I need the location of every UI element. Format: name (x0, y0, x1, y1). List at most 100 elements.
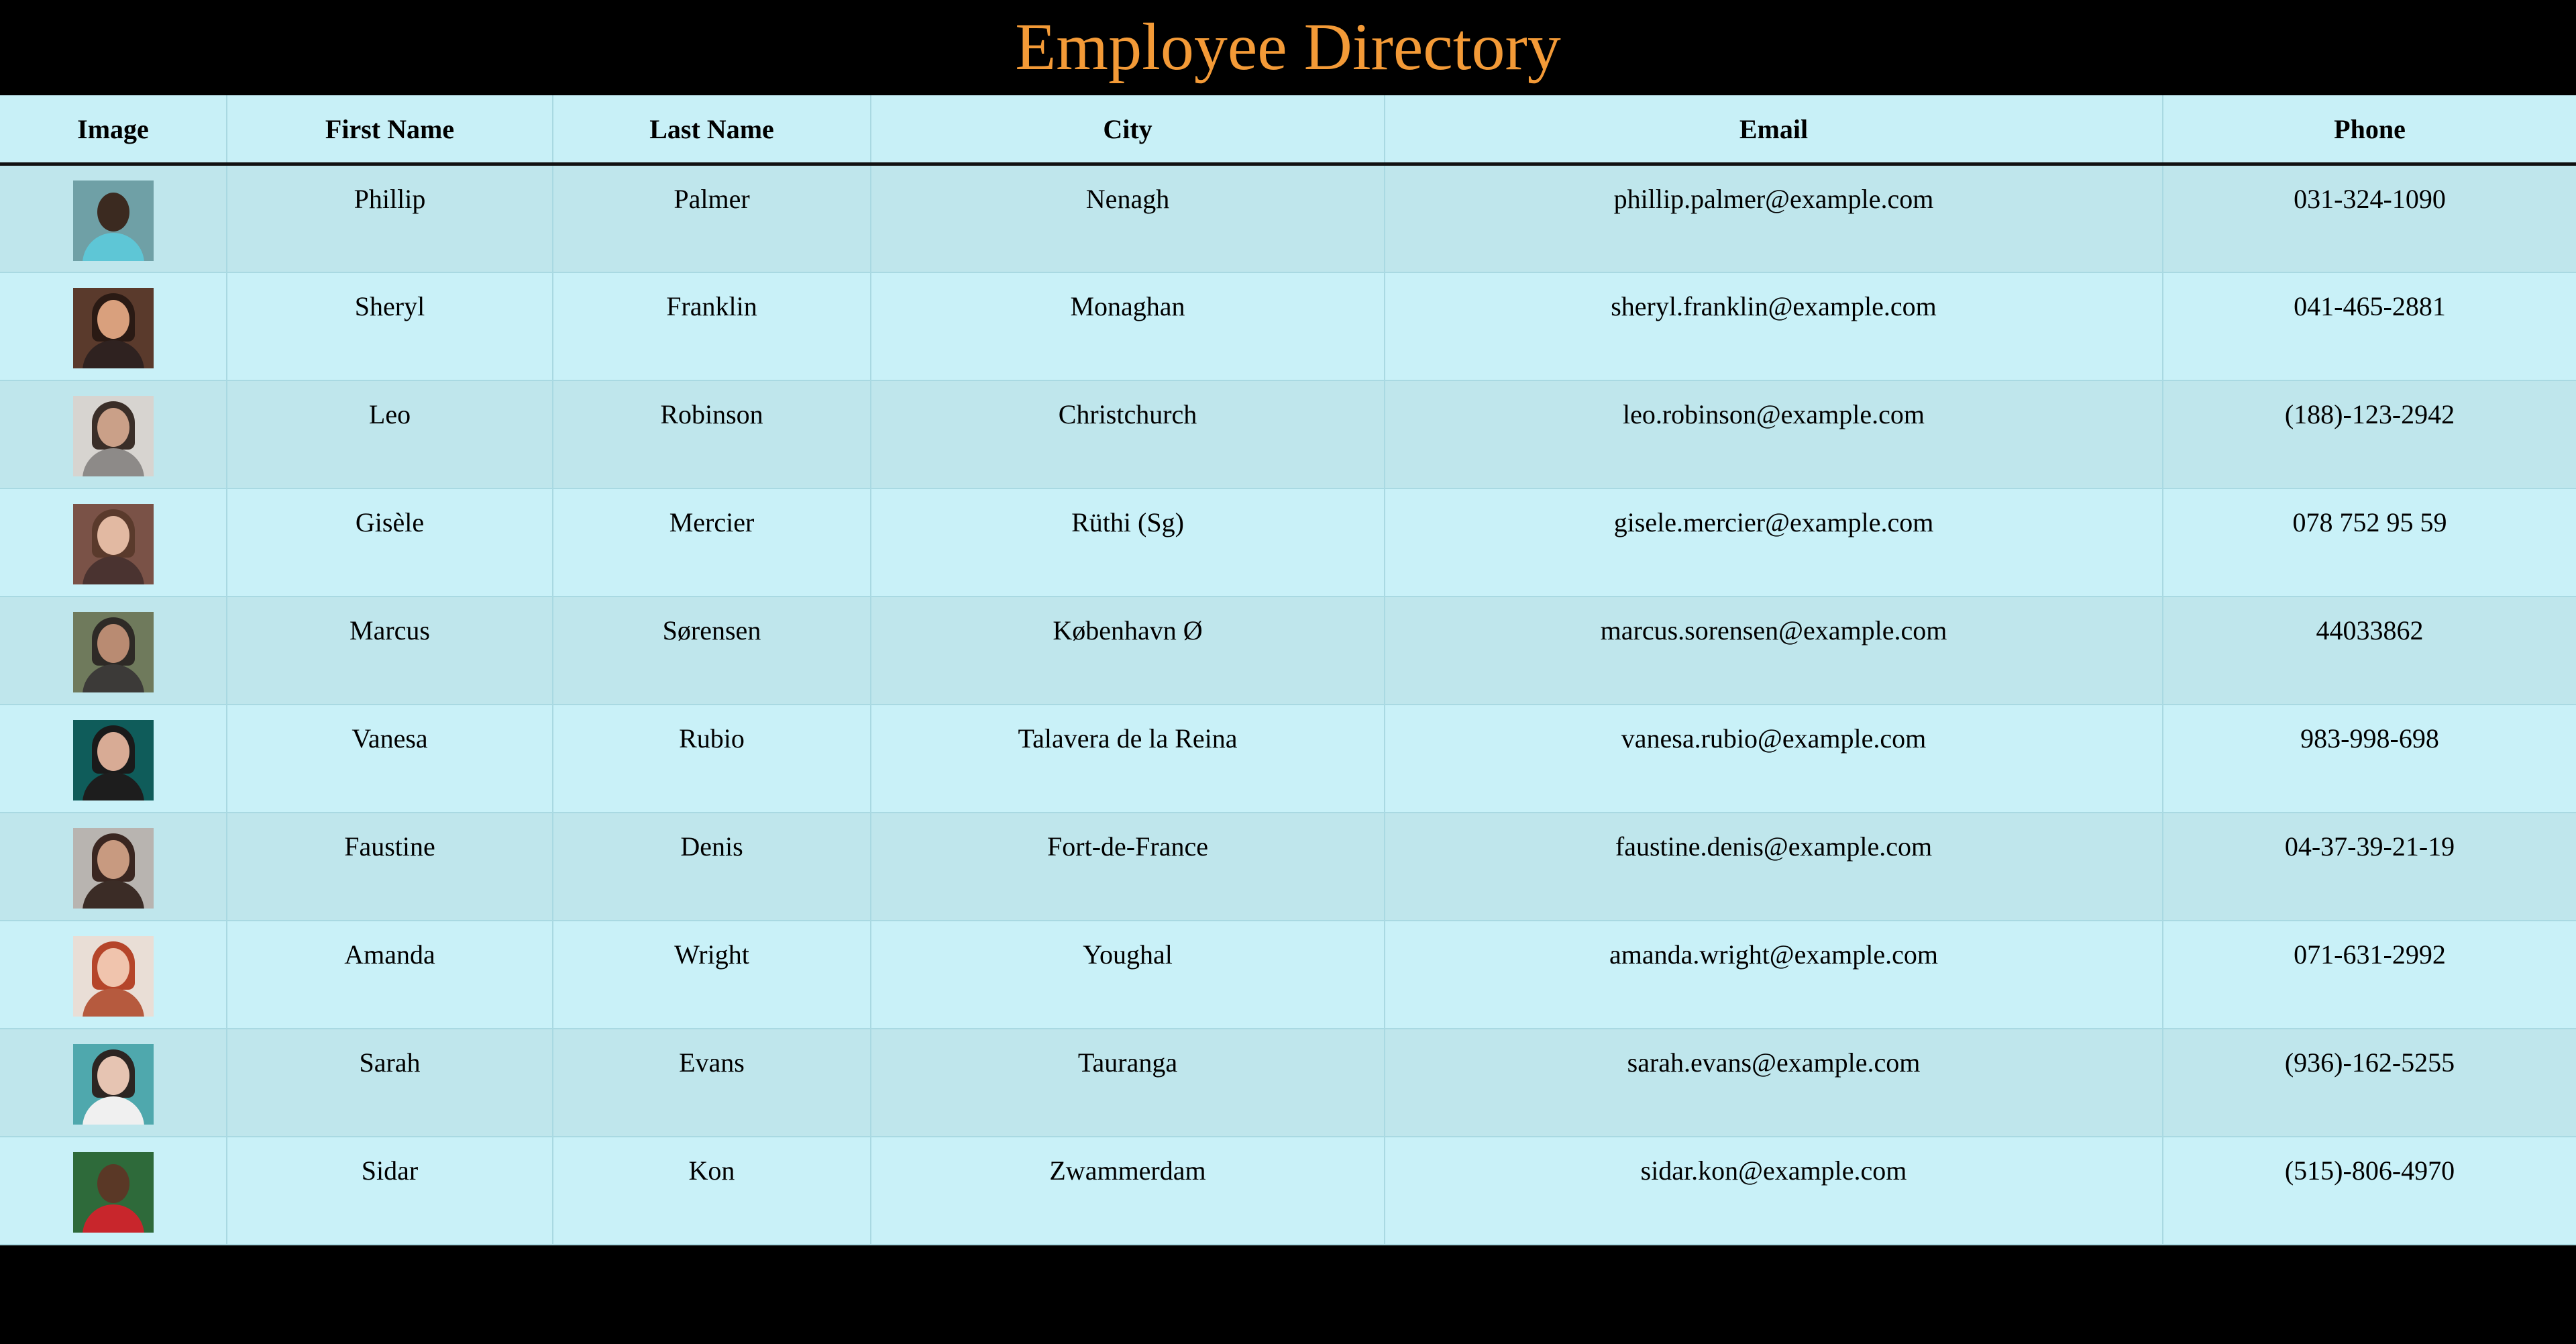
avatar-body (82, 1204, 144, 1233)
employee-table: Image First Name Last Name City Email Ph… (0, 95, 2576, 1245)
last-name-cell: Kon (553, 1136, 871, 1245)
directory-table-container: Image First Name Last Name City Email Ph… (0, 95, 2576, 1245)
city-cell: Youghal (871, 920, 1385, 1029)
image-cell (0, 596, 227, 705)
first-name-cell: Gisèle (227, 488, 553, 597)
avatar-body (82, 664, 144, 692)
last-name-cell: Evans (553, 1028, 871, 1137)
table-row[interactable]: Faustine Denis Fort-de-France faustine.d… (0, 812, 2576, 921)
phone-cell[interactable]: 04-37-39-21-19 (2163, 812, 2576, 921)
avatar (72, 611, 154, 692)
table-row[interactable]: Phillip Palmer Nenagh phillip.palmer@exa… (0, 164, 2576, 273)
phone-cell[interactable]: 041-465-2881 (2163, 272, 2576, 381)
image-cell (0, 1028, 227, 1137)
avatar (72, 503, 154, 584)
phone-cell[interactable]: 078 752 95 59 (2163, 488, 2576, 597)
image-cell (0, 164, 227, 273)
city-cell: Fort-de-France (871, 812, 1385, 921)
table-row[interactable]: Gisèle Mercier Rüthi (Sg) gisele.mercier… (0, 488, 2576, 597)
table-row[interactable]: Sarah Evans Tauranga sarah.evans@example… (0, 1028, 2576, 1137)
last-name-cell: Mercier (553, 488, 871, 597)
avatar-body (82, 1096, 144, 1125)
table-row[interactable]: Sheryl Franklin Monaghan sheryl.franklin… (0, 272, 2576, 381)
email-cell[interactable]: faustine.denis@example.com (1385, 812, 2163, 921)
column-header-email[interactable]: Email (1385, 95, 2163, 166)
city-cell: Talavera de la Reina (871, 704, 1385, 813)
email-cell[interactable]: sarah.evans@example.com (1385, 1028, 2163, 1137)
header-row: Image First Name Last Name City Email Ph… (0, 95, 2576, 166)
first-name-cell: Sheryl (227, 272, 553, 381)
avatar (72, 935, 154, 1017)
avatar-head (97, 839, 129, 879)
last-name-cell: Wright (553, 920, 871, 1029)
phone-cell[interactable]: 071-631-2992 (2163, 920, 2576, 1029)
table-row[interactable]: Amanda Wright Youghal amanda.wright@exam… (0, 920, 2576, 1029)
phone-cell[interactable]: 031-324-1090 (2163, 164, 2576, 273)
first-name-cell: Amanda (227, 920, 553, 1029)
column-header-last-name[interactable]: Last Name (553, 95, 871, 166)
email-cell[interactable]: gisele.mercier@example.com (1385, 488, 2163, 597)
avatar-head (97, 623, 129, 663)
avatar-body (82, 448, 144, 476)
avatar (72, 719, 154, 800)
table-row[interactable]: Leo Robinson Christchurch leo.robinson@e… (0, 380, 2576, 489)
image-cell (0, 920, 227, 1029)
email-cell[interactable]: vanesa.rubio@example.com (1385, 704, 2163, 813)
city-cell: Monaghan (871, 272, 1385, 381)
column-header-first-name[interactable]: First Name (227, 95, 553, 166)
image-cell (0, 488, 227, 597)
email-cell[interactable]: marcus.sorensen@example.com (1385, 596, 2163, 705)
last-name-cell: Rubio (553, 704, 871, 813)
avatar-body (82, 988, 144, 1017)
avatar-body (82, 340, 144, 368)
phone-cell[interactable]: (936)-162-5255 (2163, 1028, 2576, 1137)
avatar (72, 1151, 154, 1233)
page-title: Employee Directory (1015, 9, 1561, 84)
last-name-cell: Sørensen (553, 596, 871, 705)
last-name-cell: Palmer (553, 164, 871, 273)
avatar-body (82, 772, 144, 800)
column-header-image[interactable]: Image (0, 95, 227, 166)
image-cell (0, 272, 227, 381)
image-cell (0, 1136, 227, 1245)
table-row[interactable]: Sidar Kon Zwammerdam sidar.kon@example.c… (0, 1136, 2576, 1245)
email-cell[interactable]: phillip.palmer@example.com (1385, 164, 2163, 273)
avatar-head (97, 299, 129, 339)
phone-cell[interactable]: (515)-806-4970 (2163, 1136, 2576, 1245)
avatar-head (97, 407, 129, 447)
avatar (72, 287, 154, 368)
city-cell: Nenagh (871, 164, 1385, 273)
last-name-cell: Denis (553, 812, 871, 921)
avatar-head (97, 193, 129, 231)
city-cell: Tauranga (871, 1028, 1385, 1137)
city-cell: København Ø (871, 596, 1385, 705)
first-name-cell: Leo (227, 380, 553, 489)
table-row[interactable]: Marcus Sørensen København Ø marcus.soren… (0, 596, 2576, 705)
phone-cell[interactable]: 44033862 (2163, 596, 2576, 705)
phone-cell[interactable]: (188)-123-2942 (2163, 380, 2576, 489)
column-header-city[interactable]: City (871, 95, 1385, 166)
table-row[interactable]: Vanesa Rubio Talavera de la Reina vanesa… (0, 704, 2576, 813)
last-name-cell: Robinson (553, 380, 871, 489)
city-cell: Rüthi (Sg) (871, 488, 1385, 597)
email-cell[interactable]: leo.robinson@example.com (1385, 380, 2163, 489)
column-header-phone[interactable]: Phone (2163, 95, 2576, 166)
image-cell (0, 380, 227, 489)
email-cell[interactable]: sidar.kon@example.com (1385, 1136, 2163, 1245)
avatar (72, 827, 154, 909)
first-name-cell: Phillip (227, 164, 553, 273)
image-cell (0, 812, 227, 921)
table-body: Phillip Palmer Nenagh phillip.palmer@exa… (0, 164, 2576, 1245)
avatar (72, 395, 154, 476)
table-header: Image First Name Last Name City Email Ph… (0, 95, 2576, 166)
email-cell[interactable]: amanda.wright@example.com (1385, 920, 2163, 1029)
avatar-head (97, 1055, 129, 1095)
avatar-head (97, 515, 129, 555)
city-cell: Christchurch (871, 380, 1385, 489)
phone-cell[interactable]: 983-998-698 (2163, 704, 2576, 813)
first-name-cell: Sidar (227, 1136, 553, 1245)
first-name-cell: Faustine (227, 812, 553, 921)
email-cell[interactable]: sheryl.franklin@example.com (1385, 272, 2163, 381)
avatar-head (97, 947, 129, 987)
